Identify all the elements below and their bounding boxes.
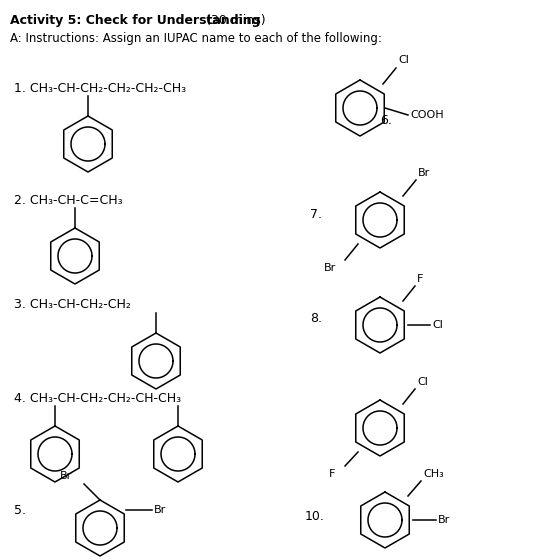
Text: F: F (329, 469, 335, 479)
Text: Br: Br (154, 505, 166, 515)
Text: F: F (417, 274, 423, 284)
Text: COOH: COOH (410, 110, 443, 120)
Text: Cl: Cl (417, 377, 428, 387)
Text: Cl: Cl (398, 55, 409, 65)
Text: 6.: 6. (380, 114, 392, 127)
Text: Activity 5: Check for Understanding: Activity 5: Check for Understanding (10, 14, 261, 27)
Text: 5.: 5. (14, 503, 26, 516)
Text: 3. CH₃-CH-CH₂-CH₂: 3. CH₃-CH-CH₂-CH₂ (14, 298, 131, 311)
Text: (30 mins): (30 mins) (203, 14, 266, 27)
Text: CH₃: CH₃ (423, 469, 444, 479)
Text: Br: Br (60, 471, 72, 481)
Text: 10.: 10. (305, 511, 325, 524)
Text: 1. CH₃-CH-CH₂-CH₂-CH₂-CH₃: 1. CH₃-CH-CH₂-CH₂-CH₂-CH₃ (14, 82, 186, 95)
Text: 2. CH₃-CH-C=CH₃: 2. CH₃-CH-C=CH₃ (14, 194, 122, 207)
Text: 8.: 8. (310, 311, 322, 324)
Text: Br: Br (418, 168, 430, 178)
Text: A: Instructions: Assign an IUPAC name to each of the following:: A: Instructions: Assign an IUPAC name to… (10, 32, 382, 45)
Text: 7.: 7. (310, 208, 322, 222)
Text: Br: Br (324, 263, 336, 273)
Text: 4. CH₃-CH-CH₂-CH₂-CH-CH₃: 4. CH₃-CH-CH₂-CH₂-CH-CH₃ (14, 391, 181, 404)
Text: Cl: Cl (432, 320, 443, 330)
Text: Br: Br (438, 515, 450, 525)
